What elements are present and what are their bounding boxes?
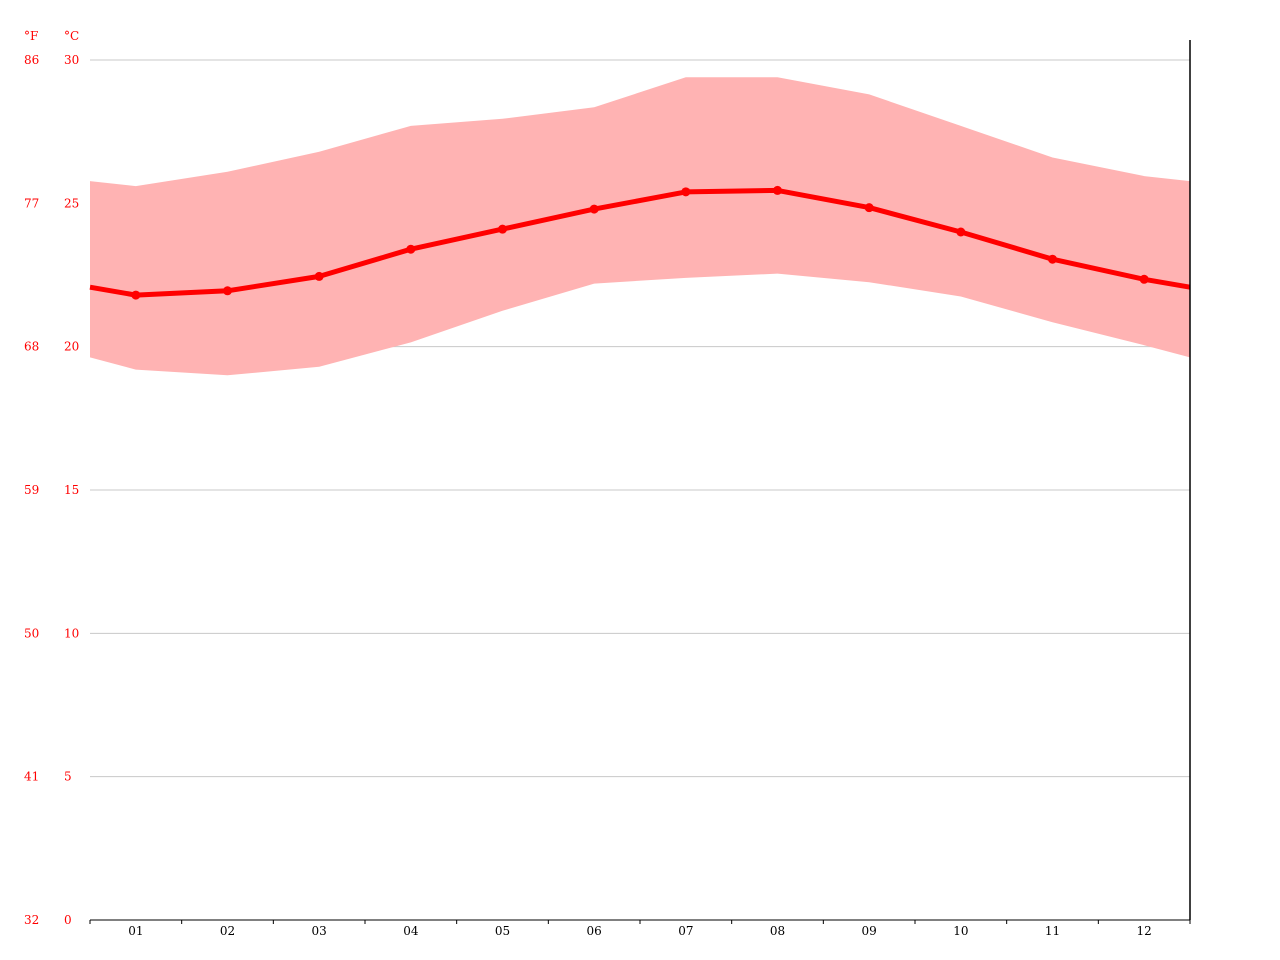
x-tick-label: 02 (220, 924, 235, 938)
x-tick-label: 06 (587, 924, 602, 938)
y-tick-label-celsius: 5 (64, 770, 72, 784)
average-point (131, 290, 141, 300)
average-line-path (89, 187, 1191, 298)
x-tick-label: 03 (312, 924, 327, 938)
y-tick-label-fahrenheit: 59 (24, 483, 39, 497)
y-tick-label-celsius: 0 (64, 913, 72, 927)
y-tick-label-fahrenheit: 50 (24, 626, 39, 640)
range-band-area (90, 77, 1190, 376)
y-tick-label-celsius: 10 (64, 626, 79, 640)
average-point (223, 286, 232, 296)
y-tick-label-celsius: 15 (64, 483, 79, 497)
average-point (406, 244, 416, 254)
y-tick-label-fahrenheit: 68 (24, 340, 39, 354)
axes (89, 40, 1191, 924)
x-tick-label: 12 (1137, 924, 1152, 938)
average-point (314, 271, 324, 281)
x-tick-label: 05 (495, 924, 510, 938)
average-point (681, 187, 691, 197)
average-point (1139, 274, 1149, 284)
x-tick-label: 08 (770, 924, 785, 938)
y-tick-label-fahrenheit: 32 (24, 913, 39, 927)
y-tick-label-fahrenheit: 41 (24, 770, 39, 784)
x-axis-labels: 01 02 03 04 05 06 07 08 09 10 11 12 (128, 924, 1152, 938)
average-point (589, 204, 599, 214)
y-tick-label-celsius: 20 (64, 340, 79, 354)
x-tick-label: 11 (1045, 924, 1060, 938)
average-point (864, 203, 874, 213)
y-tick-label-fahrenheit: 77 (24, 196, 39, 210)
x-tick-label: 07 (678, 924, 693, 938)
y-axis-labels: 32 0 41 5 50 10 59 15 68 20 77 25 86 30 (24, 53, 79, 927)
average-point (498, 224, 507, 234)
y-tick-label-celsius: 25 (64, 196, 79, 210)
x-tick-label: 01 (128, 924, 143, 938)
celsius-unit-label: °C (64, 29, 79, 43)
average-temperature-line (89, 187, 1191, 298)
average-temperature-points (131, 185, 1149, 300)
average-point (773, 185, 782, 195)
average-point (1048, 254, 1057, 264)
x-tick-label: 04 (403, 924, 419, 938)
y-tick-label-celsius: 30 (64, 53, 79, 67)
average-point (956, 227, 966, 237)
fahrenheit-unit-label: °F (24, 29, 38, 43)
temperature-range-band (90, 77, 1190, 376)
y-tick-label-fahrenheit: 86 (24, 53, 39, 67)
x-tick-label: 09 (862, 924, 877, 938)
x-tick-label: 10 (953, 924, 968, 938)
